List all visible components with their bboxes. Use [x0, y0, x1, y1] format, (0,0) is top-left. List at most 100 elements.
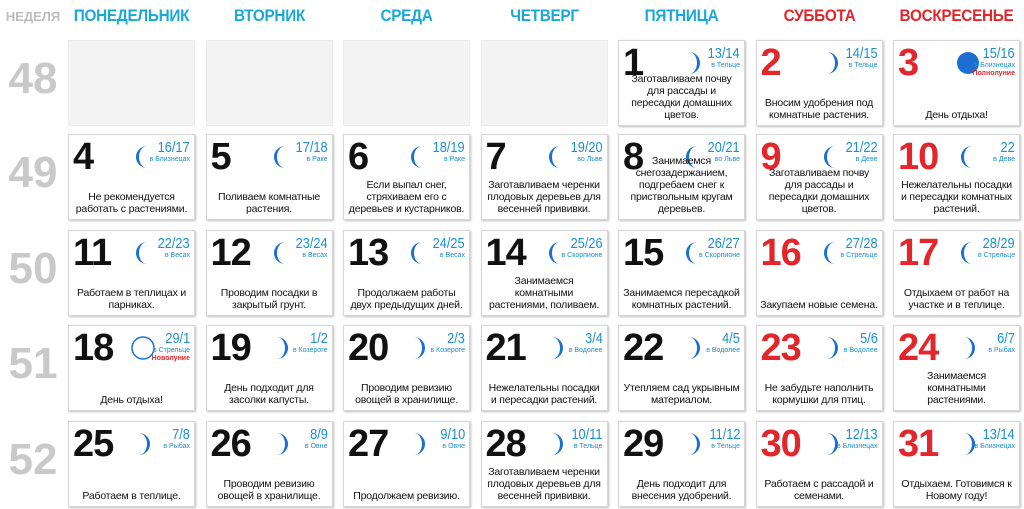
zodiac-sign: в Раке [306, 156, 328, 163]
moon-icon [957, 52, 979, 74]
moon-crescent [826, 52, 838, 74]
moon-crescent [411, 242, 422, 264]
lunar-days: 22/23 [158, 235, 190, 252]
zodiac-sign: в Близнецах [149, 156, 190, 163]
day-number: 3 [898, 42, 919, 84]
zodiac-sign: в Весах [439, 252, 465, 259]
week-column-title: НЕДЕЛЯ [5, 9, 61, 24]
moon-crescent [136, 146, 147, 168]
day-number: 23 [760, 327, 802, 369]
moon-icon [139, 433, 150, 455]
day-note: Заготавливаем черенки плодовых деревьев … [487, 466, 601, 502]
lunar-days: 6/7 [997, 330, 1015, 347]
zodiac-sign: в Стрельце [152, 347, 190, 354]
weekday-header: СУББОТА [783, 6, 855, 25]
lunar-days: 12/13 [845, 426, 878, 443]
day-number: 1 [623, 42, 644, 84]
moon-icon [689, 52, 700, 74]
zodiac-sign: в Деве [993, 156, 1015, 163]
moon-icon [826, 337, 838, 359]
day-note: Проводим ревизию овощей в хранилище. [355, 382, 458, 406]
moon-icon [823, 146, 835, 168]
day-note: Поливаем комнатные растения. [218, 191, 320, 215]
day-note: Занимаемся комнатными растениями. [927, 370, 986, 406]
day-number: 7 [485, 136, 507, 178]
moon-crescent [551, 337, 563, 359]
day-cell: 17 28/29 в Стрельце Отдыхаем от работ на уч… [893, 230, 1020, 316]
empty-cell [205, 40, 333, 126]
moon-icon [551, 337, 563, 359]
lunar-days: 3/4 [584, 330, 603, 347]
lunar-days: 8/9 [309, 426, 328, 443]
lunar-days: 9/10 [440, 426, 465, 443]
moon-icon [686, 146, 697, 168]
day-note: Проводим ревизию овощей в хранилище. [217, 478, 321, 502]
empty-cell [343, 40, 470, 126]
day-number: 24 [898, 327, 939, 369]
moon-phase: Новолуние [151, 355, 190, 362]
day-note: Продолжаем работы двух предыдущих дней. [350, 287, 463, 311]
moon-crescent [823, 146, 835, 168]
zodiac-sign: в Тельце [573, 443, 603, 450]
moon-crescent [823, 242, 835, 264]
day-cell: 27 9/10 в Овне Продолжаем ревизию. [343, 421, 470, 507]
day-number: 22 [623, 327, 664, 369]
zodiac-sign: в Тельце [711, 443, 740, 450]
zodiac-sign: в Овне [304, 443, 328, 450]
lunar-days: 13/14 [983, 426, 1015, 443]
moon-icon [414, 337, 425, 359]
day-cell: 23 5/6 в Водолее Не забудьте наполнить корм… [755, 325, 883, 411]
zodiac-sign: в Раке [443, 156, 465, 163]
day-note: Занимаемся пересадкой комнатных растений… [623, 287, 740, 311]
day-cell: 12 23/24 в Весах Проводим посадки в закрыты… [205, 230, 333, 316]
day-note: Утепляем сад укрывным материалом. [623, 382, 740, 406]
zodiac-sign: в Весах [302, 252, 328, 259]
day-note: Занимаемся снегозадержанием, подгребаем … [630, 155, 733, 215]
moon-crescent [689, 337, 700, 359]
day-cell: 3 15/16 в Близнецах Полнолуние День отдыха! [893, 40, 1020, 126]
moon-icon [548, 242, 560, 264]
day-cell: 18 29/1 в Стрельце Новолуние День отдыха! [68, 325, 195, 411]
zodiac-sign: в Рыбах [163, 443, 190, 450]
lunar-days: 16/17 [158, 139, 190, 156]
day-number: 27 [348, 423, 389, 465]
zodiac-sign: в Водолее [843, 347, 878, 354]
day-number: 4 [73, 136, 94, 178]
day-note: Если выпал снег, стряхиваем его с деревь… [348, 179, 465, 215]
moon-icon [548, 146, 560, 168]
lunar-days: 7/8 [172, 426, 190, 443]
moon-crescent [414, 433, 425, 455]
moon-crescent [136, 242, 147, 264]
day-number: 17 [898, 232, 939, 274]
moon-icon [964, 337, 975, 359]
day-cell: 1 13/14 в Тельце Заготавливаем почву для ра… [618, 40, 745, 126]
moon-crescent [139, 433, 150, 455]
weekday-header: ПЯТНИЦА [644, 6, 719, 25]
moon-crescent [689, 433, 700, 455]
day-number: 26 [210, 423, 252, 465]
zodiac-sign: в Близнецах [836, 443, 878, 450]
zodiac-sign: во Льве [577, 156, 603, 163]
day-cell: 28 10/11 в Тельце Заготавливаем черенки пло… [480, 421, 608, 507]
lunar-days: 21/22 [845, 139, 878, 156]
week-number: 52 [8, 435, 58, 484]
weekday-header: СРЕДА [380, 6, 433, 25]
day-cell: 25 7/8 в Рыбах Работаем в теплице. [68, 421, 195, 507]
lunar-days: 25/26 [570, 235, 603, 252]
day-number: 14 [485, 232, 527, 274]
moon-icon [273, 242, 285, 264]
day-number: 9 [760, 136, 782, 178]
moon-icon [136, 242, 147, 264]
day-note: Вносим удобрения под комнатные растения. [764, 97, 874, 121]
moon-icon [826, 433, 838, 455]
day-note: Продолжаем ревизию. [353, 490, 460, 502]
moon-icon [273, 146, 285, 168]
empty-cell [480, 40, 608, 126]
zodiac-sign: в Близнецах [974, 62, 1015, 69]
day-number: 20 [348, 327, 389, 369]
day-number: 25 [73, 423, 114, 465]
day-note: Проводим посадки в закрытый грунт. [220, 287, 318, 311]
moon-new [131, 336, 155, 360]
zodiac-sign: в Скорпионе [561, 252, 603, 259]
